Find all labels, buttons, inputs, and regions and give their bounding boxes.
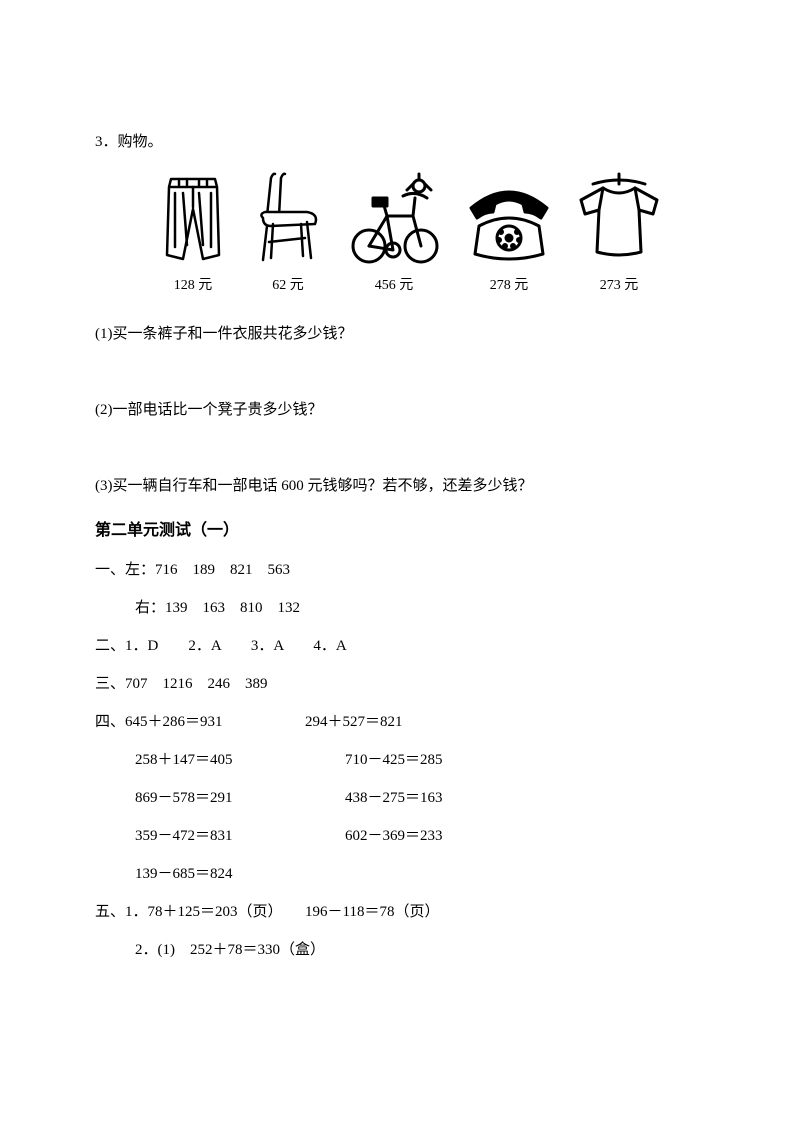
phone-icon (461, 182, 557, 268)
q3-sub2: (2)一部电话比一个凳子贵多少钱？ (95, 398, 698, 422)
price-label: 278 元 (490, 274, 529, 294)
ans-cell: 258＋147＝405 (135, 748, 285, 772)
product-phone: 278 元 (461, 182, 557, 294)
answers-title: 第二单元测试（一） (95, 516, 698, 540)
price-label: 273 元 (600, 274, 639, 294)
ans-cell: 645＋286＝931 (125, 714, 223, 730)
ans-four-row-2: 869－578＝291 438－275＝163 (95, 786, 698, 810)
ans-five-1: 五、1．78＋125＝203（页） 196－118＝78（页） (95, 900, 698, 924)
chair-icon (249, 168, 327, 268)
ans-cell (345, 862, 495, 886)
ans-cell: 139－685＝824 (135, 862, 285, 886)
ans-three: 三、707 1216 246 389 (95, 672, 698, 696)
ans-four-row-3: 359－472＝831 602－369＝233 (95, 824, 698, 848)
q3-sub1: (1)买一条裤子和一件衣服共花多少钱？ (95, 322, 698, 346)
ans-cell: 294＋527＝821 (305, 710, 455, 734)
price-label: 128 元 (174, 274, 213, 294)
ans-four-row-4: 139－685＝824 (95, 862, 698, 886)
ans-four-row-1: 258＋147＝405 710－425＝285 (95, 748, 698, 772)
ans-one-left: 一、左：716 189 821 563 (95, 558, 698, 582)
ans-cell: 602－369＝233 (345, 824, 495, 848)
ans-cell: 438－275＝163 (345, 786, 495, 810)
q3-heading: 3．购物。 (95, 130, 698, 154)
ans-four-label: 四、 (95, 714, 125, 730)
ans-cell: 710－425＝285 (345, 748, 495, 772)
pants-icon (153, 173, 233, 268)
ans-cell: 869－578＝291 (135, 786, 285, 810)
product-row: 128 元 62 元 (153, 168, 698, 294)
ans-two: 二、1．D 2．A 3．A 4．A (95, 634, 698, 658)
product-chair: 62 元 (249, 168, 327, 294)
product-bicycle: 456 元 (343, 168, 445, 294)
ans-four-row-0: 四、645＋286＝931 294＋527＝821 (95, 710, 698, 734)
product-shirt: 273 元 (573, 170, 665, 294)
price-label: 456 元 (375, 274, 414, 294)
product-pants: 128 元 (153, 173, 233, 294)
shirt-icon (573, 170, 665, 268)
ans-cell: 359－472＝831 (135, 824, 285, 848)
price-label: 62 元 (272, 274, 304, 294)
q3-sub3: (3)买一辆自行车和一部电话 600 元钱够吗？若不够，还差多少钱？ (95, 474, 698, 498)
bicycle-icon (343, 168, 445, 268)
ans-five-2: 2．(1) 252＋78＝330（盒） (95, 938, 698, 962)
ans-one-right: 右：139 163 810 132 (95, 596, 698, 620)
